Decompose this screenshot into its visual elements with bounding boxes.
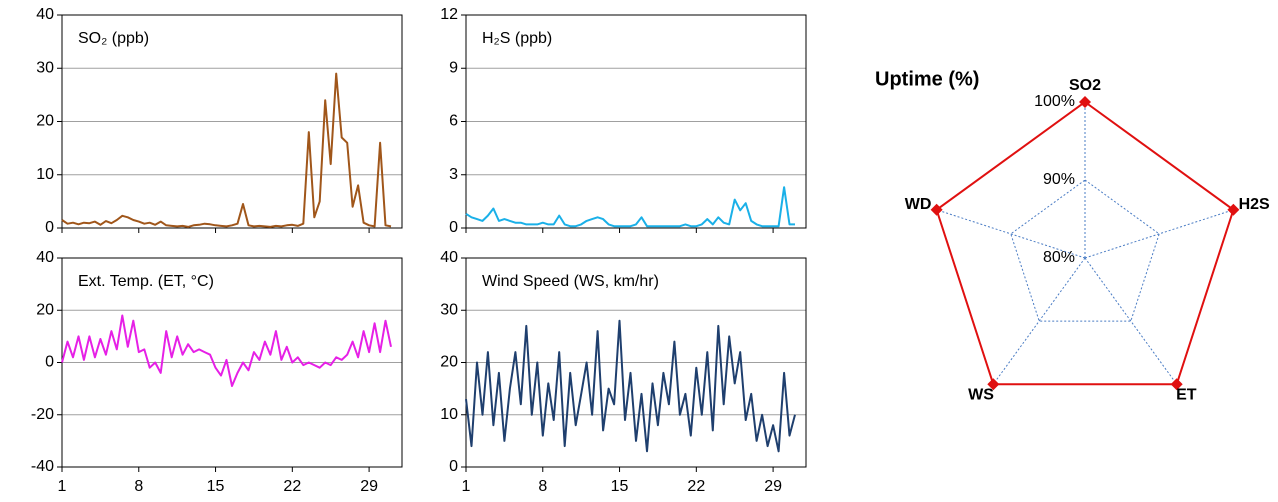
data-line xyxy=(61,72,392,228)
y-tick-label: 20 xyxy=(440,354,458,371)
y-tick-label: 0 xyxy=(449,219,458,236)
x-tick-label: 8 xyxy=(538,478,547,495)
x-tick-label: 22 xyxy=(283,478,301,495)
y-tick-label: 20 xyxy=(36,113,54,130)
category-label: WS xyxy=(968,386,994,403)
chart-title: H₂S (ppb) xyxy=(482,30,552,47)
y-tick-label: -20 xyxy=(31,406,54,423)
y-tick-label: 40 xyxy=(36,249,54,266)
y-tick-label: 0 xyxy=(45,354,54,371)
y-tick-label: 6 xyxy=(449,113,458,130)
x-tick-label: 15 xyxy=(611,478,629,495)
radar-marker xyxy=(987,378,1000,391)
y-tick-label: 40 xyxy=(440,249,458,266)
y-tick-label: -40 xyxy=(31,458,54,475)
x-tick-label: 29 xyxy=(764,478,782,495)
y-tick-label: 0 xyxy=(449,458,458,475)
y-tick-label: 12 xyxy=(440,6,458,23)
radar-spoke xyxy=(936,209,1086,259)
x-tick-label: 1 xyxy=(462,478,471,495)
radar-spoke xyxy=(1084,257,1178,385)
plot-frame xyxy=(61,14,403,229)
y-tick-label: 10 xyxy=(36,166,54,183)
plot-frame xyxy=(465,257,807,468)
y-tick-label: 3 xyxy=(449,166,458,183)
category-label: H2S xyxy=(1239,196,1270,213)
data-line xyxy=(61,314,392,387)
radar-marker xyxy=(1227,203,1240,216)
radar-marker xyxy=(1170,378,1183,391)
y-tick-label: 9 xyxy=(449,59,458,76)
radar-line xyxy=(935,100,1235,386)
category-label: SO2 xyxy=(1069,77,1101,94)
r-tick-label: 90% xyxy=(1043,171,1075,188)
radar-spoke xyxy=(1084,209,1234,259)
y-tick-label: 30 xyxy=(36,59,54,76)
x-tick-label: 1 xyxy=(58,478,67,495)
y-tick-label: 40 xyxy=(36,6,54,23)
data-line xyxy=(465,319,796,453)
category-label: ET xyxy=(1176,386,1197,403)
category-label: WD xyxy=(905,196,932,213)
radar-marker xyxy=(930,203,943,216)
chart-title: Uptime (%) xyxy=(875,68,979,90)
y-tick-label: 20 xyxy=(36,301,54,318)
plot-frame xyxy=(465,14,807,229)
radar-grid xyxy=(1010,179,1160,322)
y-tick-label: 0 xyxy=(45,219,54,236)
chart-title: Ext. Temp. (ET, °C) xyxy=(78,273,214,290)
r-tick-label: 100% xyxy=(1034,93,1075,110)
radar-spoke xyxy=(992,257,1086,385)
y-tick-label: 30 xyxy=(440,301,458,318)
data-line xyxy=(465,186,795,228)
r-tick-label: 80% xyxy=(1043,249,1075,266)
x-tick-label: 8 xyxy=(134,478,143,495)
x-tick-label: 29 xyxy=(360,478,378,495)
y-tick-label: 10 xyxy=(440,406,458,423)
radar-marker xyxy=(1079,96,1091,108)
chart-title: SO₂ (ppb) xyxy=(78,30,149,47)
chart-title: Wind Speed (WS, km/hr) xyxy=(482,273,659,290)
x-tick-label: 22 xyxy=(687,478,705,495)
x-tick-label: 15 xyxy=(207,478,225,495)
